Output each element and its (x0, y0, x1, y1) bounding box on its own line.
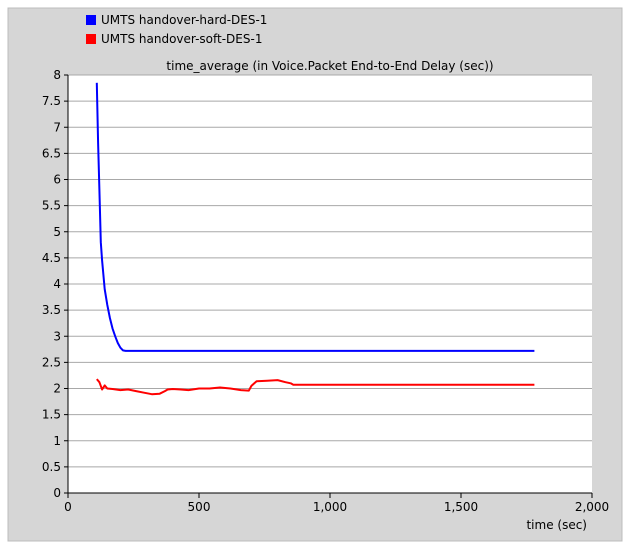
series-line-soft (96, 378, 535, 396)
legend-label-soft: UMTS handover-soft-DES-1 (101, 32, 262, 46)
series-lines (95, 82, 535, 396)
x-tick-label: 1,500 (444, 500, 478, 514)
y-tick-label: 1.5 (42, 408, 61, 422)
y-tick-label: 6.5 (42, 146, 61, 160)
y-tick-label: 5 (53, 225, 61, 239)
y-tick-label: 0.5 (42, 460, 61, 474)
y-tick-label: 5.5 (42, 199, 61, 213)
y-tick-label: 7.5 (42, 94, 61, 108)
y-tick-label: 8 (53, 68, 61, 82)
x-tick-label: 0 (64, 500, 72, 514)
y-tick-label: 2.5 (42, 355, 61, 369)
x-axis-label: time (sec) (526, 518, 587, 532)
legend-swatch-soft (86, 34, 96, 44)
series-line-hard (95, 82, 535, 352)
legend-swatch-hard (86, 15, 96, 25)
chart-title: time_average (in Voice.Packet End-to-End… (166, 59, 493, 73)
y-tick-label: 4.5 (42, 251, 61, 265)
y-tick-label: 4 (53, 277, 61, 291)
x-tick-label: 1,000 (313, 500, 347, 514)
x-axis-ticks: 0 500 1,000 1,500 2,000 (64, 493, 609, 514)
x-tick-label: 2,000 (575, 500, 609, 514)
legend-label-hard: UMTS handover-hard-DES-1 (101, 13, 267, 27)
legend: UMTS handover-hard-DES-1 UMTS handover-s… (86, 13, 267, 46)
y-tick-label: 3.5 (42, 303, 61, 317)
x-tick-label: 500 (188, 500, 211, 514)
y-tick-label: 7 (53, 120, 61, 134)
y-tick-label: 3 (53, 329, 61, 343)
y-tick-label: 0 (53, 486, 61, 500)
grid-lines (68, 74, 592, 468)
y-tick-label: 6 (53, 173, 61, 187)
y-tick-label: 1 (53, 434, 61, 448)
y-tick-label: 2 (53, 382, 61, 396)
y-axis-ticks: 0 0.5 1 1.5 2 2.5 3 3.5 4 4.5 5 5.5 6 6.5 7 7.5 8 (42, 68, 68, 500)
